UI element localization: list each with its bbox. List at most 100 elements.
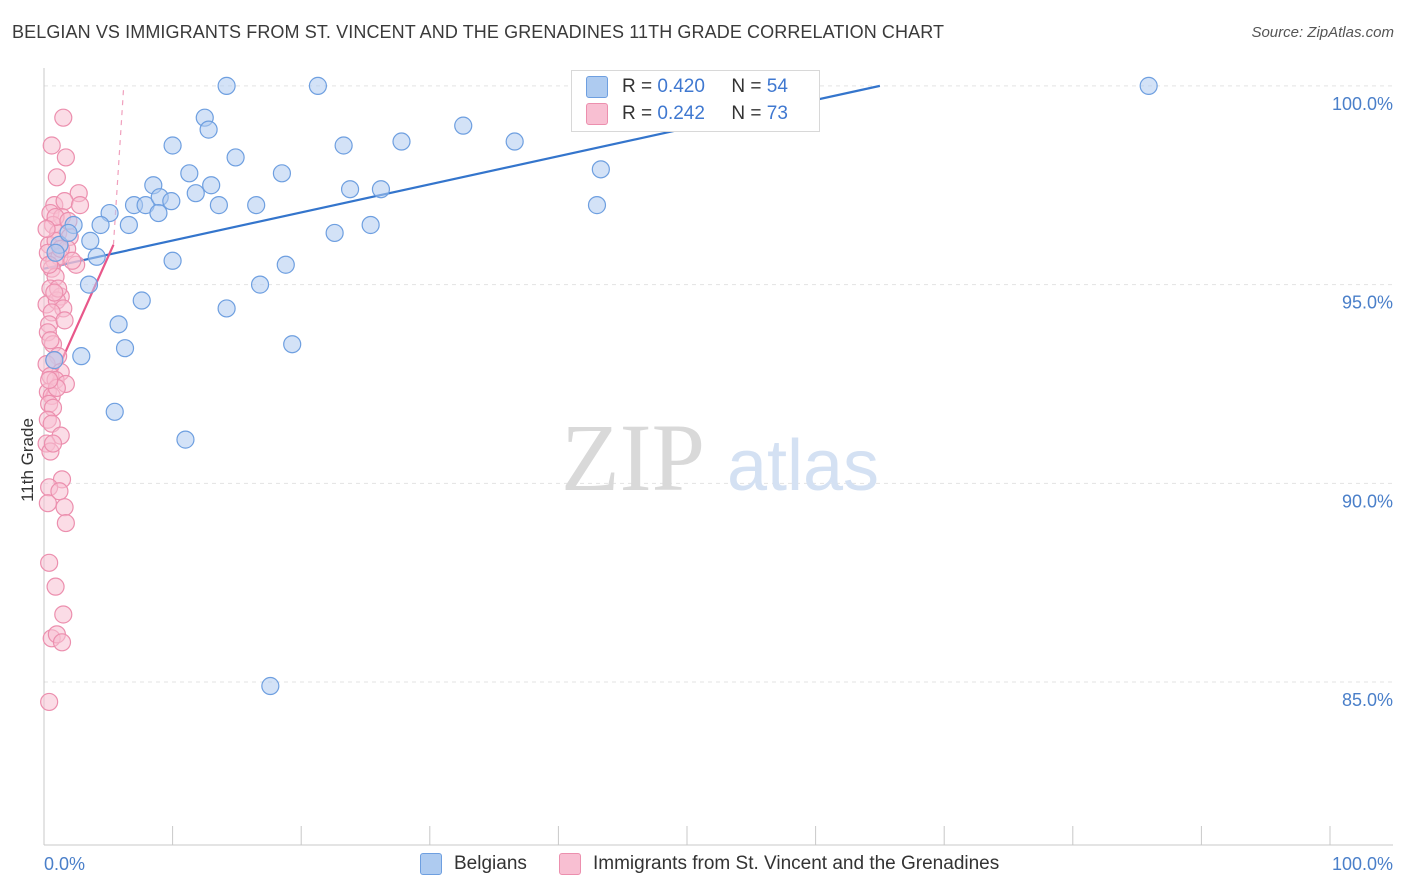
- data-point-belgians: [226, 148, 245, 167]
- data-point-belgians: [119, 215, 138, 235]
- stats-row-immigrants: R = 0.242 N = 73: [586, 102, 788, 126]
- data-point-immigrants: [40, 692, 59, 712]
- data-point-immigrants: [56, 148, 75, 167]
- r-value-immigrants: 0.242: [657, 103, 705, 124]
- stats-legend: R = 0.420 N = 54 R = 0.242 N = 73: [571, 70, 820, 132]
- belgians-swatch-icon: [586, 76, 608, 98]
- data-point-belgians: [91, 215, 110, 235]
- data-point-immigrants: [54, 605, 73, 624]
- data-point-belgians: [247, 196, 266, 215]
- data-point-immigrants: [42, 136, 61, 155]
- data-point-belgians: [163, 136, 182, 155]
- data-point-immigrants: [46, 577, 65, 596]
- axes: [43, 68, 1393, 846]
- data-point-belgians: [132, 291, 151, 310]
- data-point-belgians: [162, 192, 181, 211]
- data-point-immigrants: [56, 513, 75, 533]
- data-point-belgians: [72, 347, 91, 366]
- n-label: N =: [731, 103, 762, 124]
- data-point-immigrants: [47, 168, 66, 187]
- data-point-immigrants: [40, 370, 59, 390]
- data-point-belgians: [115, 339, 135, 358]
- data-point-belgians: [392, 132, 411, 151]
- data-point-immigrants: [55, 192, 74, 211]
- belgians-legend-icon: [420, 853, 442, 875]
- data-point-immigrants: [41, 331, 60, 350]
- n-label: N =: [731, 76, 762, 97]
- x-tick-label-min: 0.0%: [44, 854, 85, 874]
- data-point-belgians: [199, 120, 218, 139]
- data-point-belgians: [325, 223, 344, 243]
- data-point-immigrants: [55, 498, 74, 517]
- data-point-immigrants: [38, 494, 57, 513]
- data-point-belgians: [261, 676, 280, 696]
- data-point-belgians: [1139, 76, 1158, 95]
- data-point-belgians: [46, 243, 65, 262]
- data-point-immigrants: [43, 434, 63, 453]
- data-point-belgians: [81, 231, 100, 250]
- data-point-belgians: [276, 255, 295, 274]
- data-point-belgians: [79, 275, 99, 294]
- r-value-belgians: 0.420: [657, 76, 705, 97]
- data-point-belgians: [105, 402, 124, 421]
- trendline-immigrants-extrapolated: [112, 85, 125, 245]
- gridlines: [44, 85, 1393, 683]
- immigrants-swatch-icon: [586, 103, 608, 125]
- data-point-immigrants: [70, 196, 90, 215]
- data-points: [37, 76, 1158, 712]
- data-point-immigrants: [52, 633, 72, 652]
- data-point-belgians: [505, 132, 524, 151]
- y-tick-label: 90.0%: [1342, 491, 1393, 511]
- data-point-belgians: [217, 299, 236, 318]
- data-point-belgians: [250, 275, 270, 294]
- data-point-belgians: [176, 430, 195, 449]
- watermark-zip: ZIP: [561, 404, 705, 511]
- data-point-belgians: [361, 215, 380, 235]
- data-point-belgians: [454, 116, 473, 135]
- n-value-belgians: 54: [766, 76, 788, 97]
- data-point-belgians: [59, 223, 78, 243]
- data-point-belgians: [334, 136, 353, 155]
- data-point-belgians: [109, 315, 128, 334]
- data-point-immigrants: [40, 553, 59, 572]
- legend-label-belgians: Belgians: [454, 853, 527, 874]
- r-label: R =: [622, 103, 653, 124]
- stats-row-belgians: R = 0.420 N = 54: [586, 75, 788, 99]
- data-point-belgians: [591, 160, 610, 179]
- x-tick-label-max: 100.0%: [1332, 854, 1393, 874]
- watermark: ZIP atlas: [561, 404, 879, 511]
- data-point-belgians: [283, 335, 302, 354]
- data-point-belgians: [180, 164, 199, 183]
- data-point-belgians: [202, 176, 221, 195]
- data-point-belgians: [45, 351, 64, 370]
- y-tick-label: 100.0%: [1332, 94, 1393, 114]
- r-label: R =: [622, 76, 653, 97]
- data-point-belgians: [209, 196, 228, 215]
- data-point-belgians: [308, 76, 328, 95]
- data-point-belgians: [340, 180, 360, 199]
- n-value-immigrants: 73: [766, 103, 788, 124]
- data-point-immigrants: [55, 311, 74, 330]
- data-point-belgians: [163, 251, 182, 270]
- data-point-belgians: [272, 164, 292, 183]
- immigrants-legend-icon: [559, 853, 581, 875]
- data-point-belgians: [149, 203, 168, 223]
- source-credit: Source: ZipAtlas.com: [1251, 24, 1394, 41]
- legend-label-immigrants: Immigrants from St. Vincent and the Gren…: [593, 853, 1000, 874]
- watermark-atlas: atlas: [727, 426, 879, 506]
- data-point-belgians: [217, 76, 236, 95]
- data-point-immigrants: [63, 251, 82, 270]
- y-tick-label: 85.0%: [1342, 690, 1393, 710]
- data-point-belgians: [587, 196, 607, 215]
- y-tick-label: 95.0%: [1342, 293, 1393, 313]
- y-tick-labels: 85.0% 90.0% 95.0% 100.0%: [1332, 94, 1393, 710]
- data-point-belgians: [186, 184, 205, 203]
- data-point-immigrants: [37, 219, 56, 239]
- data-point-belgians: [87, 247, 106, 266]
- data-point-belgians: [371, 180, 391, 199]
- chart-title: BELGIAN VS IMMIGRANTS FROM ST. VINCENT A…: [12, 22, 945, 42]
- legend-item-belgians[interactable]: Belgians: [420, 851, 527, 877]
- legend-item-immigrants[interactable]: Immigrants from St. Vincent and the Gren…: [559, 851, 999, 877]
- data-point-immigrants: [45, 283, 64, 302]
